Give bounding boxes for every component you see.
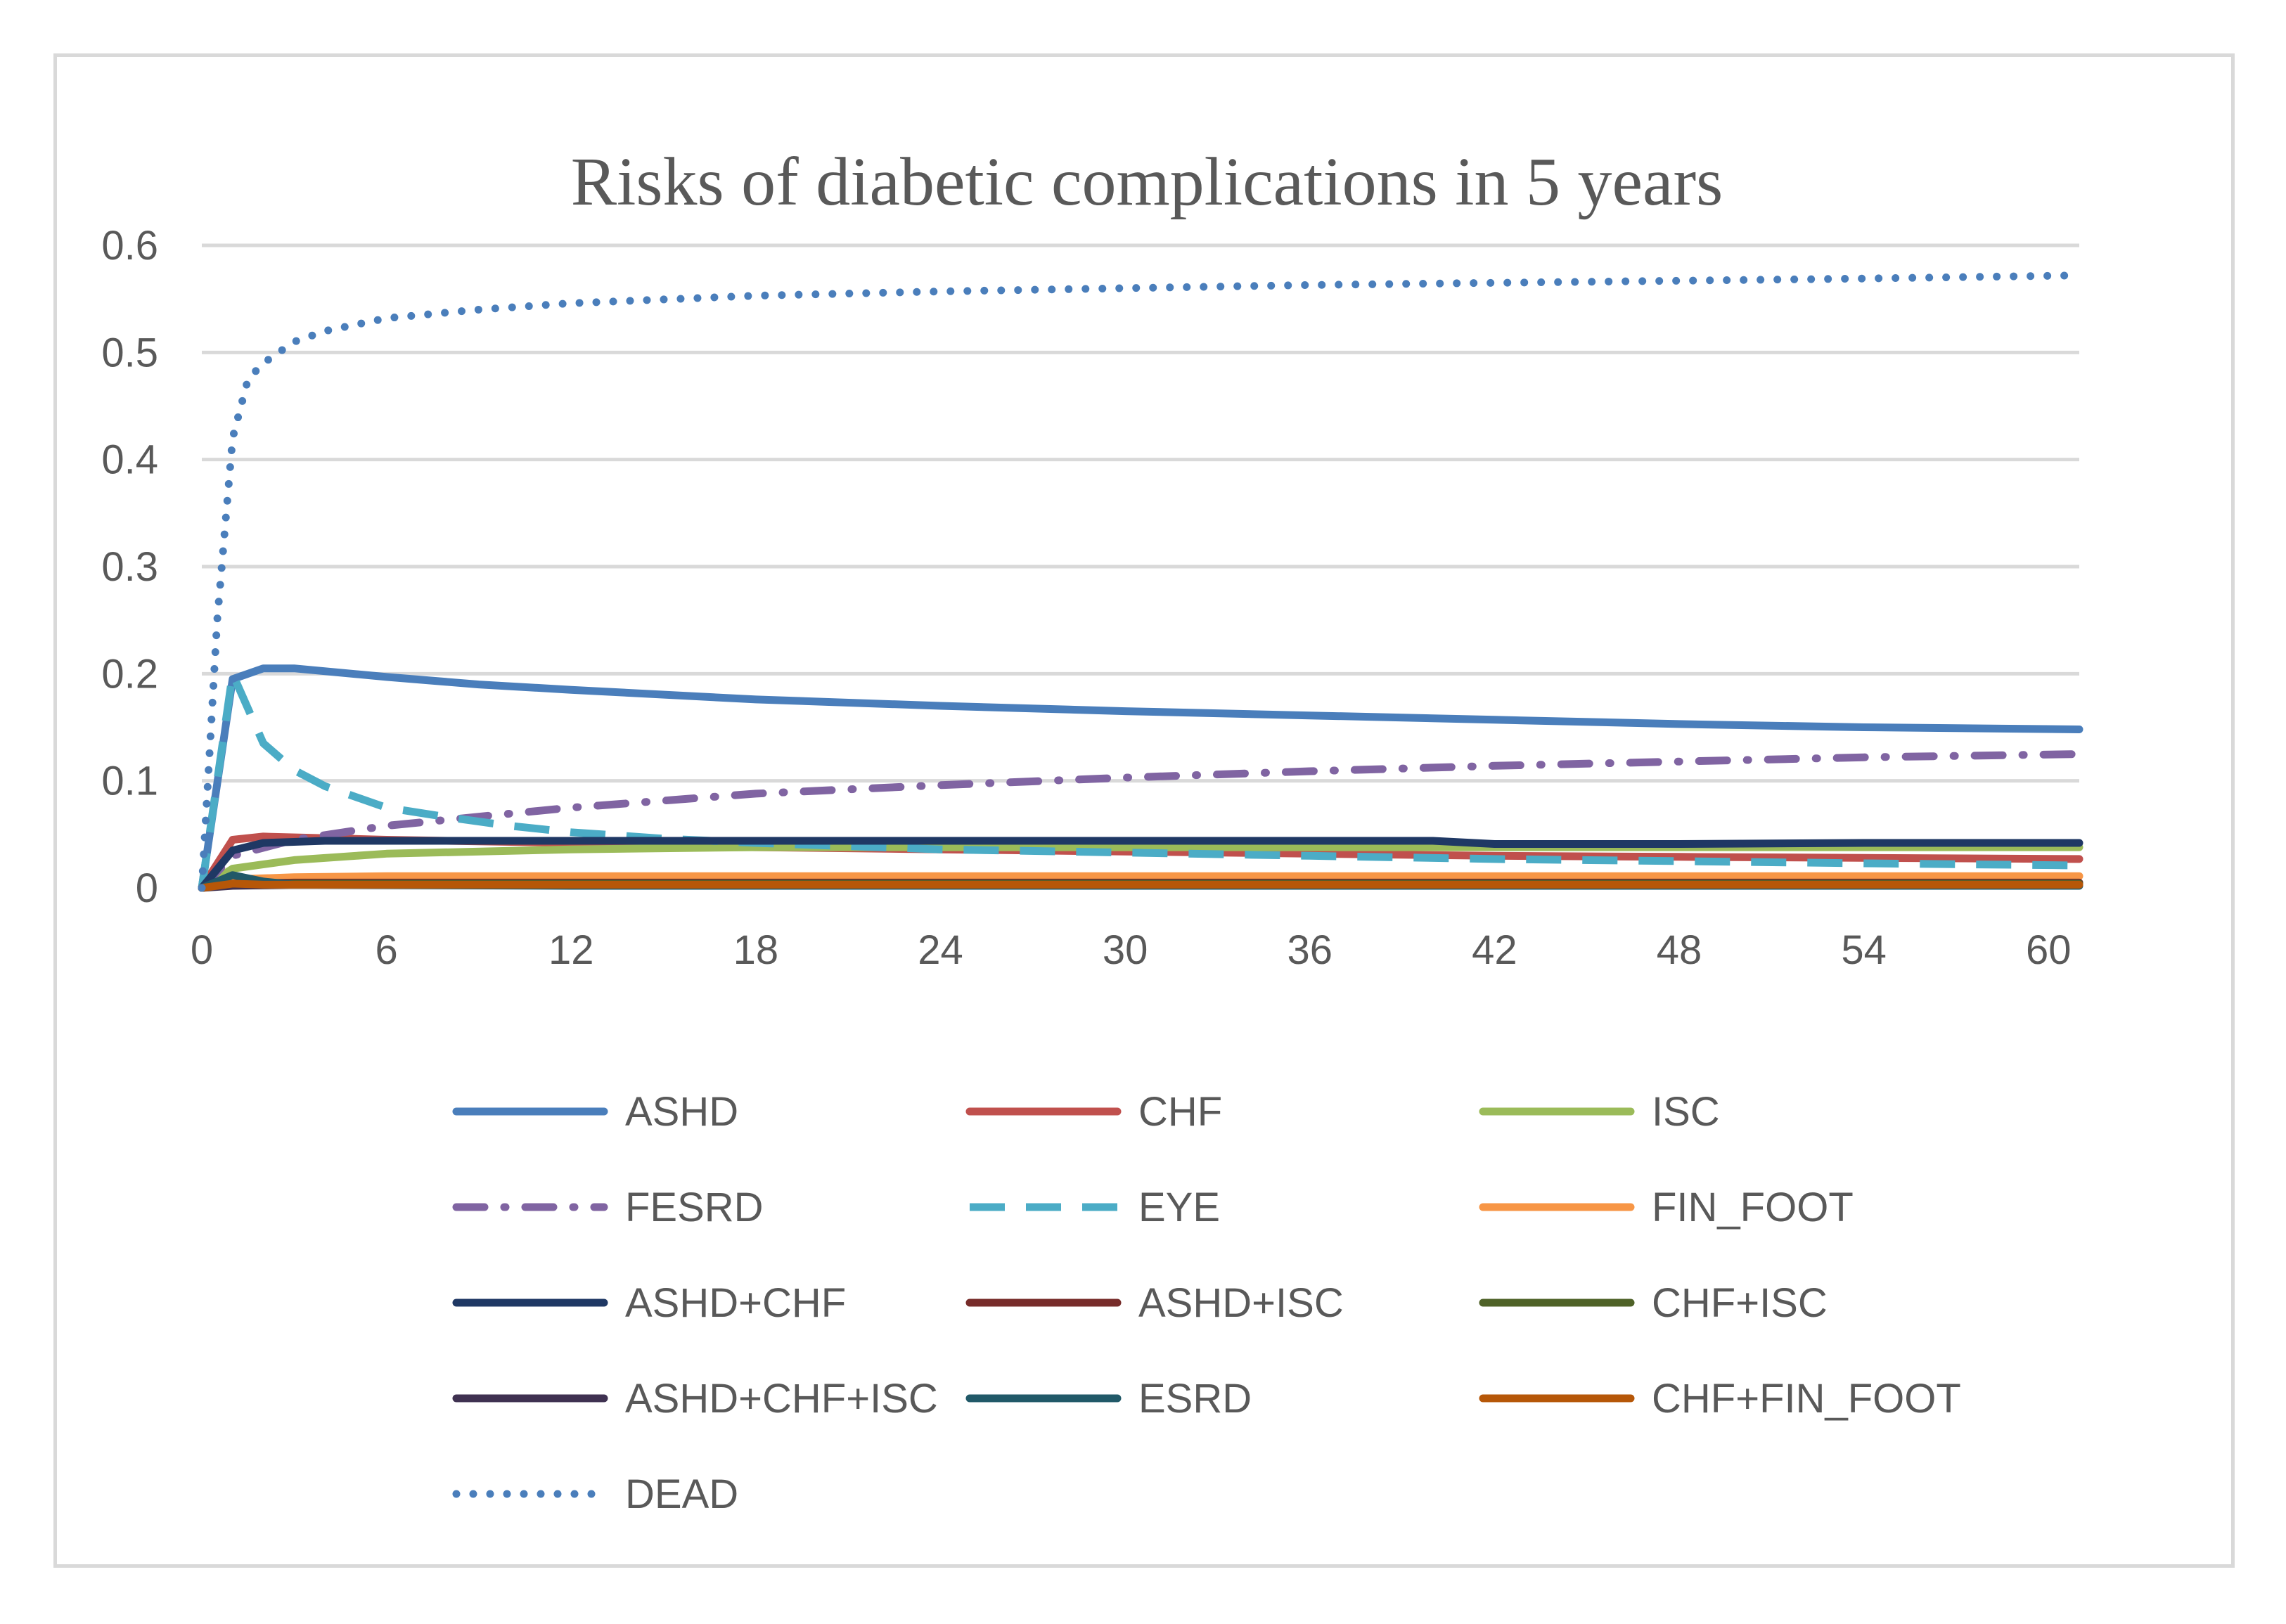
legend-label-ashd-chf: ASHD+CHF <box>625 1280 846 1326</box>
legend-label-eye: EYE <box>1138 1185 1220 1230</box>
x-tick-label: 36 <box>1287 927 1333 973</box>
chart-title: Risks of diabetic complications in 5 yea… <box>571 144 1723 220</box>
y-tick-label: 0.3 <box>101 544 158 590</box>
y-tick-label: 0.5 <box>101 330 158 375</box>
series-line-fesrd <box>198 750 2083 892</box>
x-tick-label: 6 <box>375 927 397 973</box>
legend-label-dead: DEAD <box>625 1471 738 1517</box>
legend-label-ashd-isc: ASHD+ISC <box>1138 1280 1344 1326</box>
series-line-dead <box>198 271 2083 892</box>
legend-label-isc: ISC <box>1652 1089 1720 1135</box>
chart-frame: Risks of diabetic complications in 5 yea… <box>53 53 2235 1568</box>
x-tick-label: 48 <box>1657 927 1702 973</box>
legend-label-ashd: ASHD <box>625 1089 738 1135</box>
x-axis-ticks: 0 6 12 18 24 30 36 42 48 54 60 <box>191 927 2072 973</box>
y-tick-label: 0.6 <box>101 223 158 269</box>
x-tick-label: 54 <box>1841 927 1887 973</box>
series-line-ashd <box>198 664 2083 892</box>
gridlines <box>202 243 2079 890</box>
legend-label-ashd-chf-isc: ASHD+CHF+ISC <box>625 1376 938 1422</box>
legend-label-esrd: ESRD <box>1138 1376 1252 1422</box>
series-line-chf-fin-foot <box>198 879 2083 892</box>
x-tick-label: 24 <box>918 927 963 973</box>
x-tick-label: 60 <box>2026 927 2072 973</box>
x-tick-label: 30 <box>1103 927 1148 973</box>
plot-series <box>198 271 2083 892</box>
legend-label-chf-isc: CHF+ISC <box>1652 1280 1828 1326</box>
x-tick-label: 42 <box>1472 927 1517 973</box>
series-line-ashd-chf <box>198 837 2083 892</box>
x-tick-label: 0 <box>191 927 213 973</box>
legend-label-chf-fin-foot: CHF+FIN_FOOT <box>1652 1376 1961 1422</box>
legend-label-chf: CHF <box>1138 1089 1222 1135</box>
y-axis-ticks: 0 0.1 0.2 0.3 0.4 0.5 0.6 <box>101 223 158 911</box>
x-tick-label: 12 <box>548 927 594 973</box>
x-tick-label: 18 <box>733 927 779 973</box>
legend-label-fesrd: FESRD <box>625 1185 764 1230</box>
y-tick-label: 0 <box>136 865 158 911</box>
line-chart: Risks of diabetic complications in 5 yea… <box>101 144 2083 1517</box>
legend: ASHD CHF ISC FESRD EYE FIN_FOOT ASHD+CHF ASHD+I… <box>452 1089 1961 1517</box>
y-tick-label: 0.1 <box>101 759 158 804</box>
y-tick-label: 0.4 <box>101 437 158 483</box>
y-tick-label: 0.2 <box>101 651 158 697</box>
legend-label-fin-foot: FIN_FOOT <box>1652 1185 1854 1230</box>
